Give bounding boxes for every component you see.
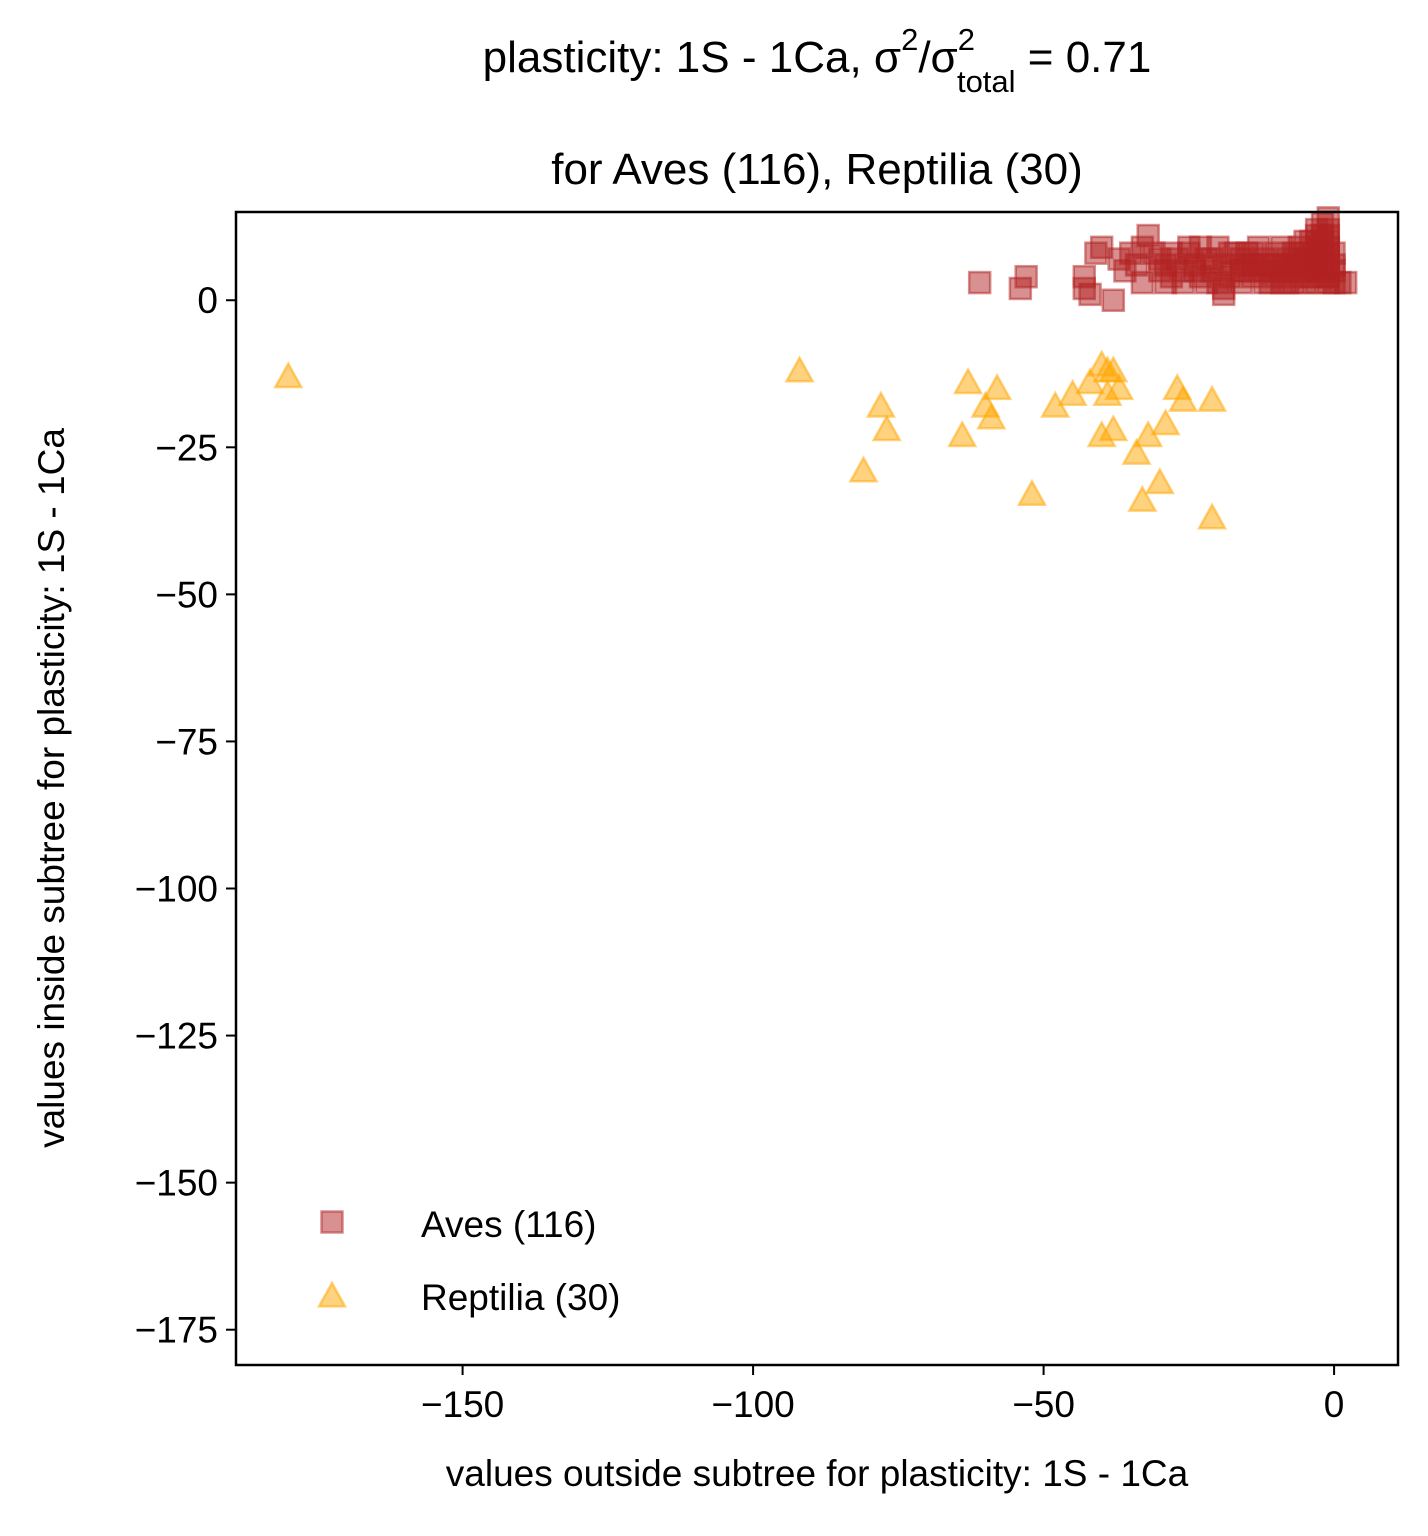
legend-square-marker (320, 1210, 344, 1234)
aves-point (967, 270, 992, 295)
title-sup-1: 2 (901, 22, 919, 57)
aves-point (1159, 241, 1184, 265)
aves-point (1089, 235, 1114, 260)
y-tick-label: 0 (197, 280, 218, 321)
reptilia-point (1144, 467, 1175, 495)
aves-point (1322, 253, 1346, 277)
y-tick-label: −25 (155, 427, 218, 468)
y-tick-label: −50 (155, 574, 218, 615)
x-tick-label: −100 (711, 1384, 794, 1425)
aves-point (1130, 270, 1155, 295)
y-tick-label: −150 (135, 1163, 218, 1204)
title-sup-2: 2 (957, 22, 975, 57)
reptilia-point (1150, 408, 1181, 436)
plot-frame (234, 210, 1400, 1367)
aves-point (1182, 259, 1207, 283)
plot-markers (273, 206, 1358, 530)
x-tick-label: −50 (1012, 1384, 1075, 1425)
reptilia-point (981, 372, 1013, 401)
reptilia-point (1121, 437, 1152, 465)
aves-point (1014, 264, 1038, 289)
reptilia-point (1167, 384, 1199, 412)
aves-point (1200, 247, 1224, 271)
reptilia-point (871, 414, 902, 442)
y-axis-ticks: 0 −25 −50 −75 −100 −125 −150 −175 (135, 280, 236, 1351)
legend-marker-aves (320, 1210, 344, 1234)
reptilia-point (1016, 478, 1048, 507)
legend-marker-reptilia (316, 1280, 348, 1308)
aves-point (1078, 282, 1102, 307)
aves-point (1316, 223, 1341, 248)
reptilia-point (865, 390, 897, 418)
aves-point (1211, 276, 1236, 301)
x-tick-label: −150 (421, 1384, 504, 1425)
reptilia-point (976, 402, 1007, 430)
reptilia-point (1127, 484, 1158, 512)
legend-triangle-marker (316, 1280, 348, 1308)
chart-title-line2: for Aves (116), Reptilia (30) (551, 145, 1083, 194)
reptilia-point (273, 361, 304, 389)
reptilia-point (848, 455, 879, 483)
x-tick-label: 0 (1324, 1384, 1345, 1425)
y-tick-label: −125 (135, 1016, 218, 1057)
x-axis-ticks: −150 −100 −50 0 (421, 1365, 1344, 1425)
y-tick-label: −75 (155, 721, 218, 762)
reptilia-point (947, 419, 978, 448)
reptilia-point (1098, 414, 1129, 442)
reptilia-point (1196, 384, 1228, 412)
chart-title-line1: plasticity: 1S - 1Ca, σ2/σ2total = 0.71 (236, 22, 1398, 99)
legend: Aves (116) Reptilia (30) (316, 1204, 620, 1318)
x-axis-label: values outside subtree for plasticity: 1… (446, 1453, 1189, 1494)
legend-label-aves: Aves (116) (421, 1204, 597, 1245)
reptilia-point (952, 367, 984, 395)
reptilia-point (1196, 502, 1228, 530)
title-suffix: = 0.71 (1015, 33, 1152, 82)
y-axis-label: values inside subtree for plasticity: 1S… (31, 428, 72, 1148)
title-sub: total (956, 64, 1016, 99)
reptilia-point (1092, 378, 1123, 407)
y-tick-label: −100 (135, 869, 218, 910)
y-tick-label: −175 (135, 1310, 218, 1351)
reptilia-point (784, 355, 815, 383)
title-prefix: plasticity: 1S - 1Ca, σ (482, 33, 902, 82)
title-slash: /σ (918, 33, 958, 82)
aves-point (1101, 288, 1126, 312)
legend-label-reptilia: Reptilia (30) (421, 1277, 620, 1318)
